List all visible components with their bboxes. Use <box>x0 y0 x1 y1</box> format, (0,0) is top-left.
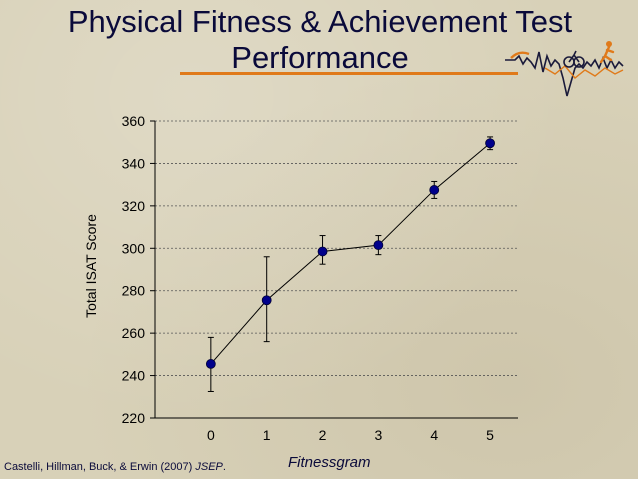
data-points <box>205 138 495 369</box>
y-tick-label: 280 <box>122 283 146 299</box>
y-tick-label: 340 <box>122 155 146 171</box>
x-axis-label: Fitnessgram <box>288 454 371 471</box>
x-tick-label: 5 <box>486 427 494 443</box>
data-point <box>429 185 440 195</box>
error-bars <box>207 136 494 392</box>
data-point <box>373 240 384 251</box>
data-point <box>317 246 328 257</box>
y-tick-label: 300 <box>122 240 146 256</box>
axes <box>150 120 518 419</box>
series-lines <box>210 142 491 365</box>
series-line <box>210 142 491 365</box>
y-axis-label: Total ISAT Score <box>83 214 99 318</box>
y-tick-label: 240 <box>122 368 146 384</box>
title-line-1: Physical Fitness & Achievement Test <box>67 4 573 39</box>
y-tick-labels: 220 240 260 280 300 320 340 360 <box>122 113 146 426</box>
data-point <box>485 138 495 149</box>
slide-title: Physical Fitness & Achievement Test Perf… <box>20 4 620 76</box>
data-point <box>261 295 272 306</box>
citation: Castelli, Hillman, Buck, & Erwin (2007) … <box>4 461 226 473</box>
grid-lines <box>155 120 518 376</box>
fitness-figures-icon <box>505 41 624 97</box>
x-tick-label: 4 <box>430 427 438 443</box>
y-tick-label: 220 <box>122 410 146 426</box>
x-tick-label: 3 <box>374 427 382 443</box>
data-point <box>205 359 216 369</box>
x-tick-labels: 0 1 2 3 4 5 <box>207 427 494 443</box>
citation-authors: Castelli, Hillman, Buck, & Erwin (2007) <box>4 461 193 473</box>
y-tick-label: 320 <box>122 198 146 214</box>
citation-end: . <box>222 461 226 473</box>
title-line-2: Performance <box>231 40 409 75</box>
title-underline <box>180 72 518 75</box>
y-tick-label: 360 <box>122 113 146 129</box>
y-tick-label: 260 <box>122 325 146 341</box>
x-tick-label: 0 <box>207 427 215 443</box>
citation-journal: JSEP <box>195 461 223 473</box>
x-tick-label: 1 <box>263 427 271 443</box>
x-tick-label: 2 <box>319 427 327 443</box>
